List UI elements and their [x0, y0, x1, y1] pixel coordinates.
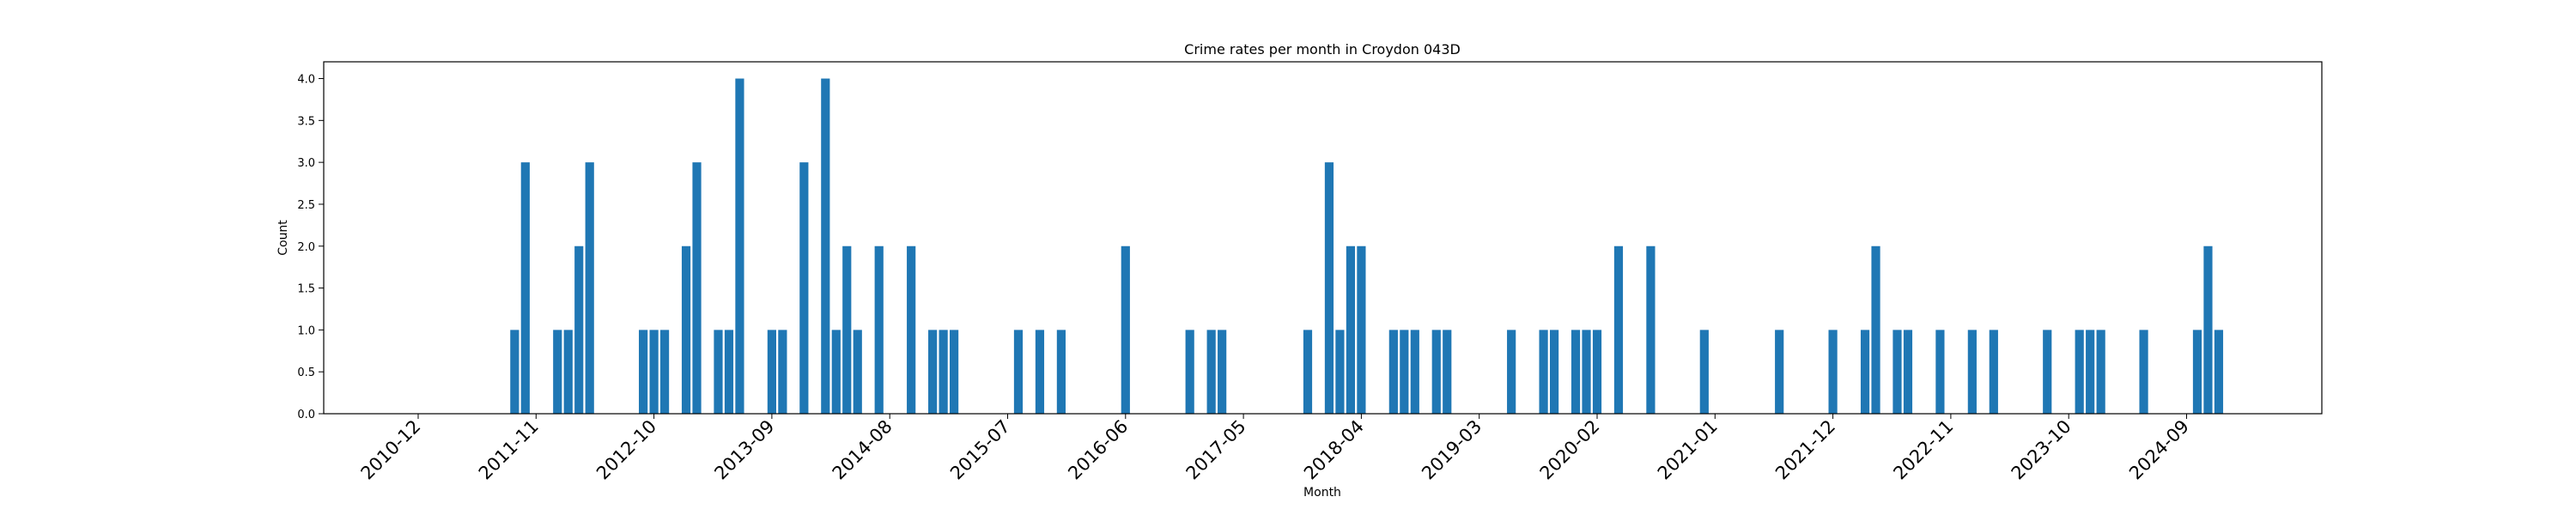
y-axis: 0.0 0.5 1.0 1.5 2.0 2.5 3.0 3.5 4.0 — [297, 74, 324, 421]
bar-2021-00 — [1699, 330, 1709, 414]
bar-2015-01 — [939, 330, 948, 414]
bar-2013-02 — [692, 162, 702, 414]
bar-2022-10 — [1935, 330, 1945, 414]
y-tick-label: 2.0 — [297, 241, 315, 254]
bar-2019-09 — [1539, 330, 1548, 414]
y-tick-label: 0.0 — [297, 409, 315, 421]
bar-2018-01 — [1324, 162, 1334, 414]
bar-2013-12 — [799, 162, 809, 414]
bar-2024-10 — [2192, 330, 2202, 414]
bar-2015-02 — [949, 330, 959, 414]
bar-2022-03 — [1860, 330, 1870, 414]
bar-2019-06 — [1507, 330, 1516, 414]
bar-2013-04 — [714, 330, 723, 414]
bar-2023-01 — [1967, 330, 1977, 414]
bar-2015-08 — [1013, 330, 1024, 414]
bar-2012-01 — [553, 330, 562, 414]
bar-2022-04 — [1871, 245, 1880, 414]
bar-2012-09 — [639, 330, 648, 414]
bar-2019-12 — [1571, 330, 1581, 414]
bar-2017-00 — [1185, 330, 1194, 414]
bar-2021-07 — [1775, 330, 1784, 414]
y-tick-label: 0.5 — [297, 367, 315, 379]
bar-2020-02 — [1592, 330, 1602, 414]
bar-2024-01 — [2096, 330, 2105, 414]
bar-2018-12 — [1443, 330, 1452, 414]
bar-2024-12 — [2214, 330, 2224, 414]
bar-2023-11 — [2075, 330, 2084, 414]
bar-2024-05 — [2139, 330, 2148, 414]
bar-2018-02 — [1335, 330, 1345, 414]
bar-2012-02 — [563, 330, 573, 414]
y-tick-label: 4.0 — [297, 74, 315, 87]
bar-2022-00 — [1828, 330, 1838, 414]
plot-area-frame — [323, 61, 2323, 415]
bar-2014-10 — [907, 245, 916, 414]
y-tick-label: 2.5 — [297, 199, 315, 212]
bar-2014-05 — [853, 330, 862, 414]
bar-2013-09 — [767, 330, 776, 414]
bar-2020-01 — [1582, 330, 1591, 414]
bar-2014-02 — [821, 78, 830, 415]
bar-2020-04 — [1613, 245, 1624, 414]
bar-2013-05 — [724, 330, 734, 414]
x-axis-label: Month — [1303, 486, 1341, 500]
bar-2018-09 — [1410, 330, 1419, 414]
y-tick-label: 3.5 — [297, 115, 315, 128]
bar-2018-03 — [1346, 245, 1356, 414]
bar-2013-06 — [735, 78, 744, 415]
bar-2023-03 — [1989, 330, 1998, 414]
bar-2014-12 — [928, 330, 938, 414]
bar-2012-10 — [649, 330, 659, 414]
bar-2022-06 — [1893, 330, 1902, 414]
bar-2013-01 — [681, 245, 691, 414]
bar-2018-04 — [1357, 245, 1366, 414]
bar-2014-03 — [831, 330, 841, 414]
bar-2016-06 — [1121, 245, 1130, 414]
chart-title: Crime rates per month in Croydon 043D — [1184, 41, 1461, 58]
bar-2011-10 — [520, 162, 530, 414]
bar-2023-08 — [2043, 330, 2052, 414]
bar-2011-09 — [510, 330, 519, 414]
bar-2015-12 — [1056, 330, 1066, 414]
bar-2019-10 — [1549, 330, 1559, 414]
bar-2024-11 — [2203, 245, 2213, 414]
bar-2018-08 — [1400, 330, 1409, 414]
bar-2012-11 — [659, 330, 670, 414]
bar-2017-02 — [1206, 330, 1216, 414]
y-tick-label: 3.0 — [297, 157, 315, 170]
bar-2014-07 — [874, 245, 884, 414]
bar-2015-10 — [1035, 330, 1045, 414]
bar-2012-04 — [585, 162, 594, 414]
bar-2017-11 — [1303, 330, 1313, 414]
bars-group — [510, 78, 2224, 415]
bar-2018-11 — [1431, 330, 1441, 414]
y-tick-label: 1.5 — [297, 283, 315, 296]
bar-2017-03 — [1218, 330, 1227, 414]
bar-2012-03 — [574, 245, 584, 414]
y-tick-label: 1.0 — [297, 324, 315, 337]
bar-2013-10 — [778, 330, 787, 414]
bar-2020-07 — [1646, 245, 1656, 414]
bar-2022-07 — [1903, 330, 1913, 414]
bar-2023-12 — [2086, 330, 2095, 414]
y-axis-label: Count — [276, 220, 290, 256]
bar-2014-04 — [842, 245, 852, 414]
bar-2018-07 — [1388, 330, 1398, 414]
